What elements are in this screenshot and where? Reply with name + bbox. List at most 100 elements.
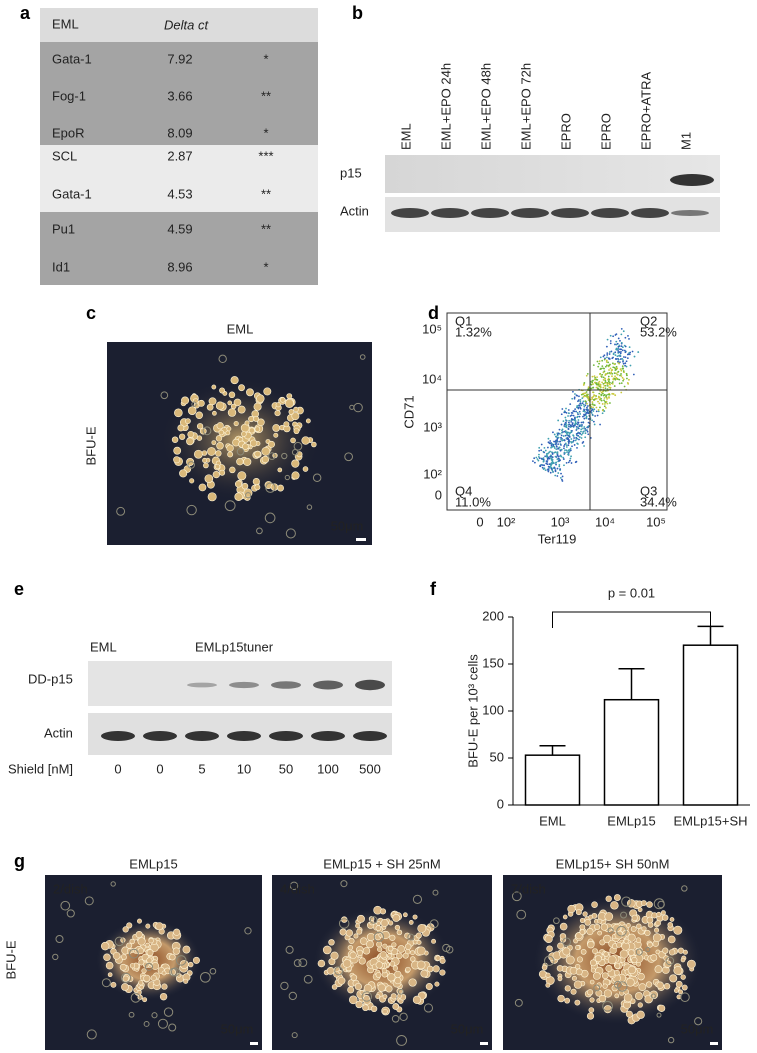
- cell: [322, 945, 332, 955]
- event-dot: [587, 405, 589, 407]
- event-dot: [616, 367, 619, 370]
- event-dot: [587, 418, 590, 420]
- cell: [146, 957, 153, 964]
- cell: [546, 945, 553, 952]
- cell: [236, 447, 245, 456]
- event-dot: [614, 334, 617, 336]
- cell: [575, 945, 581, 951]
- event-dot: [565, 461, 568, 464]
- cell: [564, 997, 571, 1004]
- cell: [375, 972, 382, 978]
- cell: [114, 936, 125, 947]
- cell: [574, 999, 581, 1006]
- cell: [236, 458, 244, 466]
- event-dot: [576, 411, 579, 414]
- event-dot: [558, 463, 561, 466]
- cell: [291, 412, 300, 421]
- cell: [600, 923, 609, 931]
- event-dot: [606, 354, 609, 356]
- event-dot: [601, 392, 604, 395]
- band: [391, 208, 429, 218]
- event-dot: [584, 404, 587, 407]
- cell: [593, 972, 601, 980]
- event-dot: [579, 406, 582, 409]
- event-dot: [598, 362, 600, 365]
- cell: [627, 965, 637, 975]
- event-dot: [599, 384, 602, 386]
- cell: [654, 927, 660, 933]
- cell: [363, 984, 373, 993]
- event-dot: [606, 384, 609, 387]
- event-dot: [626, 353, 629, 356]
- event-dot: [548, 451, 550, 454]
- cell: [253, 402, 262, 411]
- event-dot: [557, 419, 560, 422]
- event-dot: [553, 451, 556, 454]
- cell: [187, 461, 195, 469]
- event-dot: [560, 448, 563, 451]
- event-dot: [569, 449, 572, 452]
- cell: [207, 447, 216, 456]
- event-dot: [568, 419, 571, 422]
- event-dot: [604, 374, 607, 377]
- event-dot: [559, 454, 562, 457]
- cell: [120, 972, 132, 983]
- cell: [382, 1008, 388, 1015]
- cell: [280, 981, 289, 991]
- band: [671, 210, 709, 216]
- event-dot: [538, 446, 541, 449]
- cell: [669, 974, 678, 983]
- quadrant-percent: 1.32%: [455, 324, 492, 339]
- event-dot: [585, 374, 588, 377]
- event-dot: [599, 406, 601, 409]
- row-label: DD-p15: [28, 671, 73, 686]
- event-dot: [567, 421, 570, 424]
- event-dot: [590, 383, 593, 386]
- cell: [416, 946, 426, 956]
- cell: [291, 1032, 298, 1039]
- event-dot: [591, 375, 594, 378]
- event-dot: [545, 452, 548, 455]
- event-dot: [600, 394, 603, 397]
- event-dot: [577, 399, 580, 402]
- band: [143, 731, 177, 741]
- cell: [631, 914, 638, 922]
- event-dot: [600, 367, 602, 370]
- x-tick-label: EMLp15: [607, 813, 655, 828]
- cell: [234, 480, 242, 488]
- cell: [650, 954, 658, 962]
- event-dot: [557, 457, 560, 460]
- band: [229, 681, 259, 689]
- cell: [511, 891, 522, 902]
- cell: [293, 959, 302, 967]
- cell: [254, 484, 261, 491]
- scale-bar: [250, 1042, 258, 1045]
- y-tick-label: 10⁵: [422, 321, 442, 336]
- table-header: EML: [52, 16, 79, 31]
- cell: [429, 919, 439, 929]
- event-dot: [563, 430, 566, 433]
- quadrant-name: Q1: [455, 313, 472, 328]
- event-dot: [622, 378, 625, 381]
- cell: [359, 354, 366, 360]
- band: [185, 731, 219, 741]
- table-cell: Pu1: [52, 221, 75, 236]
- cell: [293, 441, 303, 451]
- event-dot: [562, 420, 565, 423]
- event-dot: [578, 438, 580, 441]
- event-dot: [586, 373, 589, 375]
- cell: [653, 898, 665, 910]
- cell: [557, 976, 563, 982]
- cell: [339, 928, 347, 936]
- cell: [669, 917, 675, 922]
- event-dot: [596, 376, 598, 378]
- event-dot: [610, 350, 613, 353]
- event-dot: [605, 400, 608, 403]
- cell: [208, 397, 217, 406]
- cell: [268, 452, 276, 460]
- cell: [636, 1010, 645, 1019]
- event-dot: [603, 403, 606, 405]
- event-dot: [553, 445, 556, 448]
- cell: [256, 394, 265, 403]
- event-dot: [628, 346, 631, 349]
